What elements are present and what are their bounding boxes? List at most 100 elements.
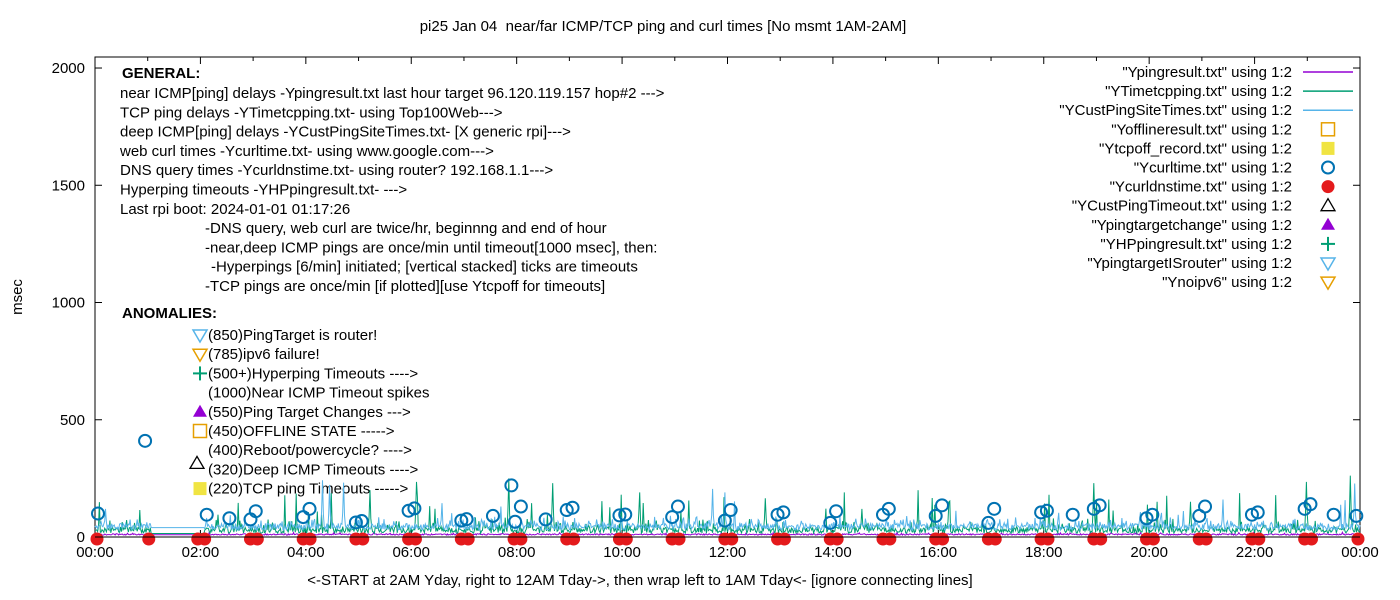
- point-Ycurldnstime-txt: [90, 532, 104, 546]
- legend-circle-open: [1321, 160, 1335, 175]
- point-Ycurltime-txt: [1349, 508, 1364, 523]
- x-tick-label: 00:00: [1341, 544, 1379, 561]
- point-Ycurldnstime-txt: [408, 532, 422, 546]
- point-Ycurltime-txt: [222, 511, 237, 526]
- y-tick-label: 1500: [52, 177, 85, 194]
- general-line: near ICMP[ping] delays -Ypingresult.txt …: [120, 85, 665, 102]
- x-tick-label: 06:00: [392, 544, 430, 561]
- anomaly-line: (785)ipv6 failure!: [208, 346, 320, 363]
- point-Ycurldnstime-txt: [461, 532, 475, 546]
- general-line: Hyperping timeouts -YHPpingresult.txt- -…: [120, 182, 407, 199]
- data-series: [90, 433, 1365, 546]
- y-tick-label: 0: [77, 529, 85, 546]
- point-Ycurldnstime-txt: [1146, 532, 1160, 546]
- legend-label: "Yofflineresult.txt" using 1:2: [1111, 121, 1292, 138]
- x-tick-label: 00:00: [76, 544, 114, 561]
- x-tick-label: 12:00: [709, 544, 747, 561]
- legend-label: "YCustPingTimeout.txt" using 1:2: [1072, 198, 1292, 215]
- anomaly-line: (220)TCP ping Timeouts ----->: [208, 481, 408, 498]
- chart-title: pi25 Jan 04 near/far ICMP/TCP ping and c…: [420, 18, 907, 35]
- general-line: DNS query times -Ycurldnstime.txt- using…: [120, 162, 553, 179]
- y-tick-label: 2000: [52, 60, 85, 77]
- point-Ycurldnstime-txt: [725, 532, 739, 546]
- anomaly-tri-up-open: [188, 455, 206, 470]
- x-tick-label: 08:00: [498, 544, 536, 561]
- point-Ycurltime-txt: [138, 433, 153, 448]
- x-tick-label: 18:00: [1025, 544, 1063, 561]
- point-Ycurldnstime-txt: [567, 532, 581, 546]
- point-Ycurltime-txt: [928, 508, 943, 523]
- series-line-YCustPingSiteTimes-txt: [94, 480, 1361, 532]
- point-Ycurltime-txt: [717, 513, 732, 528]
- legend-square-open: [1320, 122, 1336, 137]
- y-tick-label: 500: [60, 412, 85, 429]
- point-Ycurldnstime-txt: [1252, 532, 1266, 546]
- anomaly-line: (500+)Hyperping Timeouts ---->: [208, 365, 418, 382]
- point-Ycurldnstime-txt: [619, 532, 633, 546]
- anomaly-line: (320)Deep ICMP Timeouts ---->: [208, 461, 418, 478]
- legend: "Ypingresult.txt" using 1:2 "YTimetcpping…: [1059, 64, 1353, 291]
- point-Ycurltime-txt: [513, 499, 528, 514]
- legend-item: "Ycurldnstime.txt" using 1:2: [1110, 179, 1335, 196]
- point-Ycurltime-txt: [1303, 497, 1318, 512]
- anomaly-square-open: [192, 423, 208, 439]
- legend-tri-up-filled: [1321, 217, 1335, 230]
- point-Ycurltime-txt: [508, 514, 523, 529]
- point-Ycurltime-txt: [1034, 505, 1049, 520]
- legend-item: "Ynoipv6" using 1:2: [1162, 274, 1337, 291]
- x-axis-note: <-START at 2AM Yday, right to 12AM Tday-…: [307, 572, 972, 589]
- legend-item: "YCustPingSiteTimes.txt" using 1:2: [1059, 102, 1353, 119]
- x-tick-label: 22:00: [1236, 544, 1274, 561]
- legend-label: "Ycurltime.txt" using 1:2: [1134, 160, 1292, 177]
- point-Ycurldnstime-txt: [1199, 532, 1213, 546]
- point-Ycurltime-txt: [504, 478, 519, 493]
- point-Ycurltime-txt: [1145, 507, 1160, 522]
- point-Ycurltime-txt: [354, 514, 369, 529]
- point-Ycurldnstime-txt: [356, 532, 370, 546]
- point-Ycurltime-txt: [1198, 499, 1213, 514]
- anomaly-line: (450)OFFLINE STATE ----->: [208, 423, 395, 440]
- general-line: Last rpi boot: 2024-01-01 01:17:26: [120, 201, 350, 218]
- point-Ycurltime-txt: [881, 501, 896, 516]
- anomaly-line: (400)Reboot/powercycle? ---->: [208, 442, 412, 459]
- point-Ycurltime-txt: [987, 501, 1002, 516]
- anomalies-header: ANOMALIES:: [122, 305, 217, 322]
- point-Ycurltime-txt: [935, 498, 950, 513]
- point-Ycurldnstime-txt: [672, 532, 686, 546]
- point-Ycurldnstime-txt: [830, 532, 844, 546]
- general-line: -DNS query, web curl are twice/hr, begin…: [205, 220, 607, 237]
- x-tick-label: 10:00: [603, 544, 641, 561]
- point-Ycurldnstime-txt: [936, 532, 950, 546]
- legend-label: "Ycurldnstime.txt" using 1:2: [1110, 179, 1292, 196]
- legend-item: "Yofflineresult.txt" using 1:2: [1111, 121, 1336, 138]
- x-tick-label: 02:00: [182, 544, 220, 561]
- point-Ycurltime-txt: [565, 500, 580, 515]
- anomaly-line: (550)Ping Target Changes --->: [208, 404, 411, 421]
- legend-item: "YpingtargetISrouter" using 1:2: [1087, 255, 1337, 272]
- legend-label: "YCustPingSiteTimes.txt" using 1:2: [1059, 102, 1292, 119]
- legend-label: "Ynoipv6" using 1:2: [1162, 274, 1292, 291]
- legend-item: "Ypingtargetchange" using 1:2: [1091, 217, 1335, 234]
- point-Ycurltime-txt: [296, 510, 311, 525]
- point-Ycurltime-txt: [348, 515, 363, 530]
- general-line: -TCP pings are once/min [if plotted][use…: [205, 278, 605, 295]
- legend-item: "Ycurltime.txt" using 1:2: [1134, 160, 1335, 177]
- legend-item: "Ytcpoff_record.txt" using 1:2: [1099, 140, 1335, 157]
- point-Ycurltime-txt: [485, 508, 500, 523]
- point-Ycurltime-txt: [459, 512, 474, 527]
- point-Ycurldnstime-txt: [777, 532, 791, 546]
- x-tick-label: 20:00: [1130, 544, 1168, 561]
- point-Ycurldnstime-txt: [883, 532, 897, 546]
- point-Ycurltime-txt: [723, 503, 738, 518]
- point-Ycurltime-txt: [1326, 507, 1341, 522]
- point-Ycurltime-txt: [670, 499, 685, 514]
- legend-square-filled: [1321, 141, 1335, 155]
- legend-label: "Ypingtargetchange" using 1:2: [1091, 217, 1292, 234]
- legend-tri-up-open: [1319, 197, 1337, 212]
- general-line: -Hyperpings [6/min] initiated; [vertical…: [211, 259, 638, 276]
- point-Ycurldnstime-txt: [1094, 532, 1108, 546]
- general-line: web curl times -Ycurltime.txt- using www…: [119, 143, 494, 160]
- point-Ycurldnstime-txt: [988, 532, 1002, 546]
- point-Ycurldnstime-txt: [1351, 532, 1365, 546]
